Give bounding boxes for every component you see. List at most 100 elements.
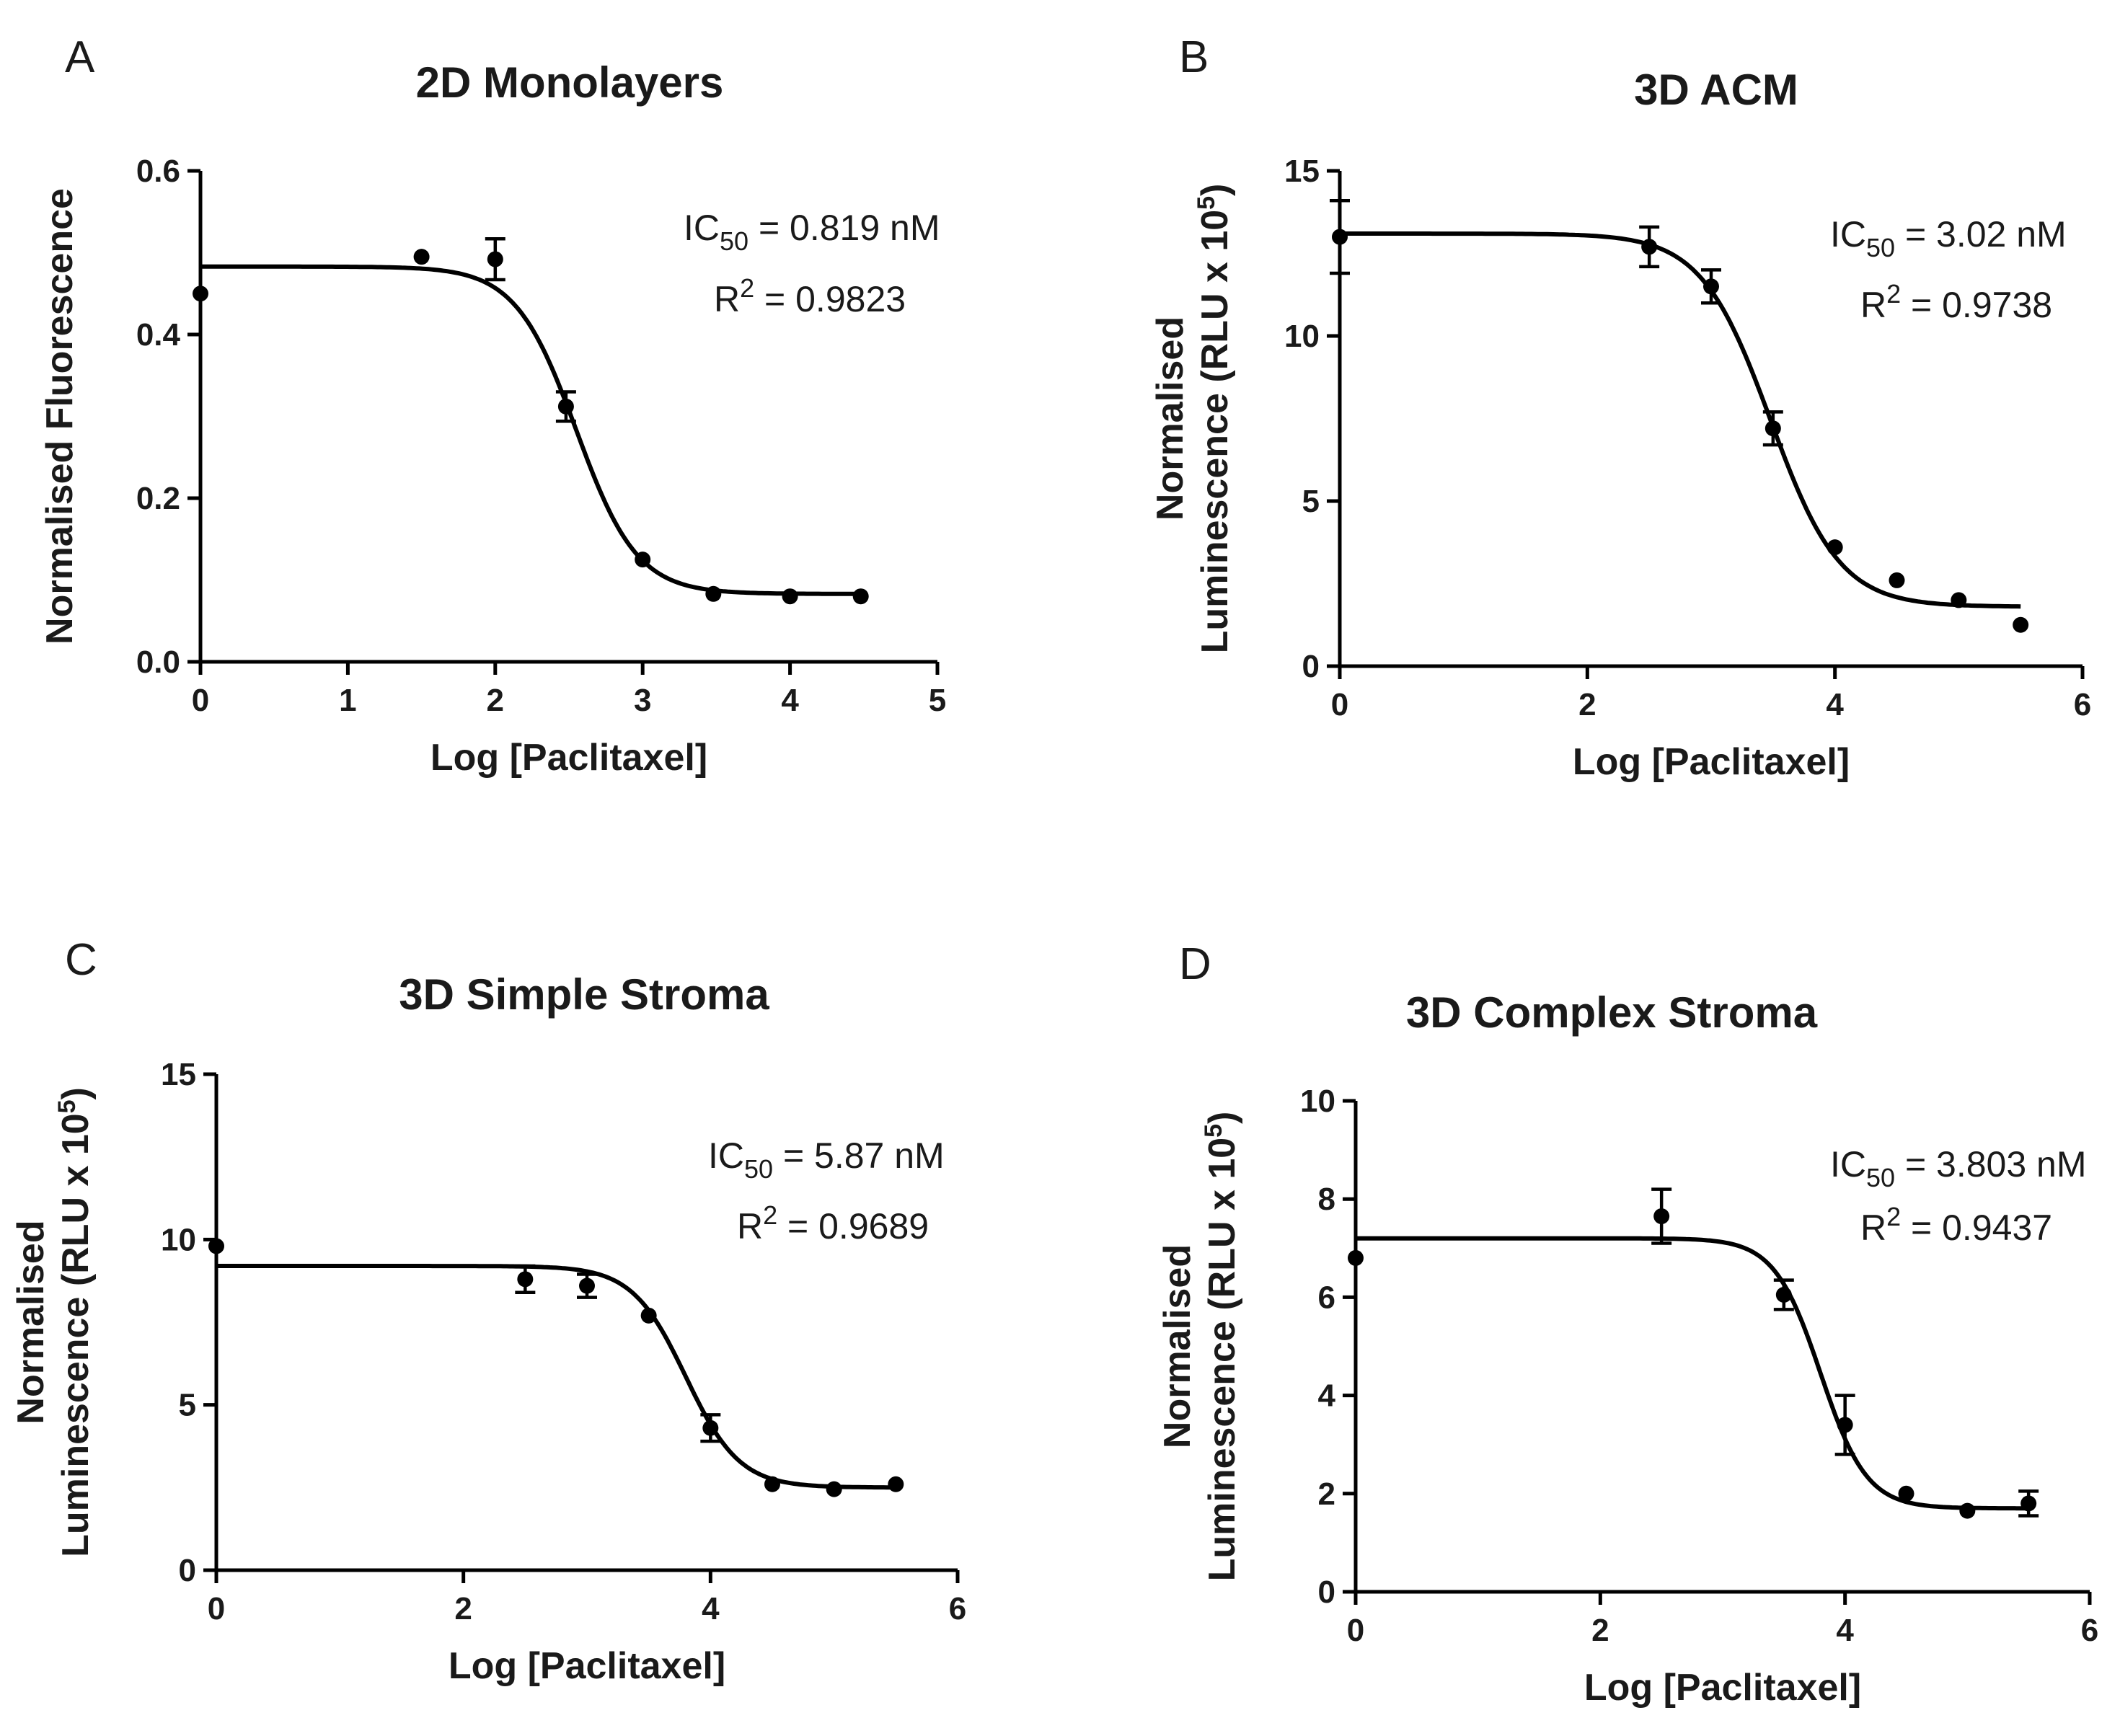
data-point xyxy=(1653,1208,1670,1225)
r2-annotation: R2 = 0.9437 xyxy=(1860,1202,2052,1248)
data-point xyxy=(888,1476,904,1492)
data-point xyxy=(826,1481,842,1497)
r2-annotation: R2 = 0.9689 xyxy=(737,1200,929,1246)
x-tick-label: 4 xyxy=(1826,687,1844,722)
data-point xyxy=(782,588,798,605)
y-tick-label: 0.4 xyxy=(136,317,181,353)
data-point xyxy=(705,585,722,602)
x-tick-label: 2 xyxy=(1578,687,1596,722)
data-point xyxy=(1348,1249,1364,1266)
panel-b: B 3D ACM 0 2 4 6 0 5 10 15 Log [Paclitaxel] Normali… xyxy=(1149,32,2091,783)
y-tick-label: 0 xyxy=(1318,1575,1335,1610)
data-point xyxy=(1641,239,1658,255)
y-tick-label: 15 xyxy=(161,1057,196,1092)
data-point xyxy=(764,1476,780,1492)
x-tick-label: 6 xyxy=(2074,687,2091,722)
data-point xyxy=(2020,1495,2037,1512)
x-tick-label: 4 xyxy=(702,1591,720,1626)
x-axis-label: Log [Paclitaxel] xyxy=(1584,1667,1861,1709)
x-tick-label: 0 xyxy=(1331,687,1348,722)
data-point xyxy=(1889,572,1905,588)
chart-title: 3D Simple Stroma xyxy=(399,970,769,1019)
x-tick-label: 3 xyxy=(634,683,651,718)
ic50-annotation: IC50 = 3.803 nM xyxy=(1830,1144,2087,1192)
data-point xyxy=(1765,420,1781,437)
x-axis-label: Log [Paclitaxel] xyxy=(1573,741,1850,783)
y-tick-label: 0 xyxy=(1302,649,1320,684)
y-tick-label: 8 xyxy=(1318,1182,1335,1217)
data-point xyxy=(852,588,869,605)
data-point xyxy=(208,1238,224,1254)
x-axis-label: Log [Paclitaxel] xyxy=(449,1645,725,1687)
data-point xyxy=(640,1307,657,1324)
data-point xyxy=(1703,278,1719,295)
data-point xyxy=(413,249,430,265)
y-tick-label: 0 xyxy=(179,1553,196,1588)
panel-d: D 3D Complex Stroma 0 2 4 6 0 2 4 6 8 10 Log [Paclit… xyxy=(1157,939,2098,1709)
x-tick-label: 2 xyxy=(1591,1613,1609,1648)
x-tick-label: 1 xyxy=(339,683,356,718)
data-point xyxy=(635,552,651,568)
data-point xyxy=(193,285,208,302)
data-point xyxy=(487,251,503,267)
data-point xyxy=(1898,1485,1914,1502)
x-tick-label: 6 xyxy=(949,1591,966,1626)
y-axis-label-line1: Normalised xyxy=(1157,1244,1198,1448)
x-tick-label: 2 xyxy=(487,683,504,718)
ic50-annotation: IC50 = 0.819 nM xyxy=(684,208,940,256)
data-point xyxy=(557,398,574,415)
chart-title: 3D Complex Stroma xyxy=(1406,988,1818,1037)
y-tick-label: 4 xyxy=(1318,1378,1336,1414)
data-point xyxy=(1951,592,1967,608)
y-tick-label: 10 xyxy=(161,1222,196,1257)
data-point xyxy=(1332,229,1348,245)
fit-curve xyxy=(200,264,861,596)
data-point xyxy=(702,1420,719,1436)
y-tick-label: 2 xyxy=(1318,1476,1335,1512)
y-axis-label-line2: Luminescence (RLU x 105) xyxy=(53,1087,97,1557)
y-axis-label-line2: Luminescence (RLU x 105) xyxy=(1193,184,1236,654)
x-tick-label: 2 xyxy=(454,1591,472,1626)
fit-curve xyxy=(1340,231,2021,609)
x-tick-label: 6 xyxy=(2081,1613,2098,1648)
chart-title: 2D Monolayers xyxy=(416,58,724,107)
ic50-annotation: IC50 = 3.02 nM xyxy=(1830,214,2067,262)
x-tick-label: 0 xyxy=(192,683,209,718)
r2-annotation: R2 = 0.9738 xyxy=(1860,279,2052,325)
panel-letter: B xyxy=(1179,32,1209,82)
x-tick-label: 0 xyxy=(208,1591,225,1626)
fit-curve xyxy=(1356,1236,2029,1511)
y-tick-label: 5 xyxy=(179,1388,196,1423)
y-tick-label: 10 xyxy=(1300,1084,1335,1119)
data-point xyxy=(1837,1417,1853,1433)
y-tick-label: 10 xyxy=(1284,319,1320,354)
y-tick-label: 6 xyxy=(1318,1280,1335,1315)
y-tick-label: 0.0 xyxy=(136,645,180,680)
ic50-annotation: IC50 = 5.87 nM xyxy=(708,1135,945,1184)
x-tick-label: 4 xyxy=(781,683,799,718)
panel-c: C 3D Simple Stroma 0 2 4 6 0 5 10 15 Log [Paclitax… xyxy=(10,935,966,1687)
panel-letter: A xyxy=(65,32,95,82)
data-point xyxy=(1959,1502,1976,1519)
data-point xyxy=(2013,616,2029,633)
y-axis-label: Normalised Fluorescence xyxy=(39,188,81,645)
panel-letter: D xyxy=(1179,939,1211,989)
data-point xyxy=(579,1277,595,1294)
chart-title: 3D ACM xyxy=(1634,66,1798,114)
x-tick-label: 5 xyxy=(929,683,946,718)
data-point xyxy=(1775,1286,1792,1303)
y-tick-label: 0.2 xyxy=(136,481,180,516)
y-axis-label-line2: Luminescence (RLU x 105) xyxy=(1200,1112,1243,1582)
y-tick-label: 5 xyxy=(1302,484,1320,519)
fit-curve xyxy=(216,1264,896,1490)
r2-annotation: R2 = 0.9823 xyxy=(714,273,906,319)
y-axis-label-line1: Normalised xyxy=(10,1220,52,1424)
y-axis-label-line1: Normalised xyxy=(1149,316,1191,521)
data-point xyxy=(1827,539,1843,556)
panel-letter: C xyxy=(65,935,97,985)
data-point xyxy=(517,1271,534,1288)
x-tick-label: 0 xyxy=(1347,1613,1364,1648)
panel-a: A 2D Monolayers 0 1 2 3 4 5 0.0 0.2 0.4 0.6 Log [Pac… xyxy=(39,32,946,779)
x-tick-label: 4 xyxy=(1836,1613,1854,1648)
